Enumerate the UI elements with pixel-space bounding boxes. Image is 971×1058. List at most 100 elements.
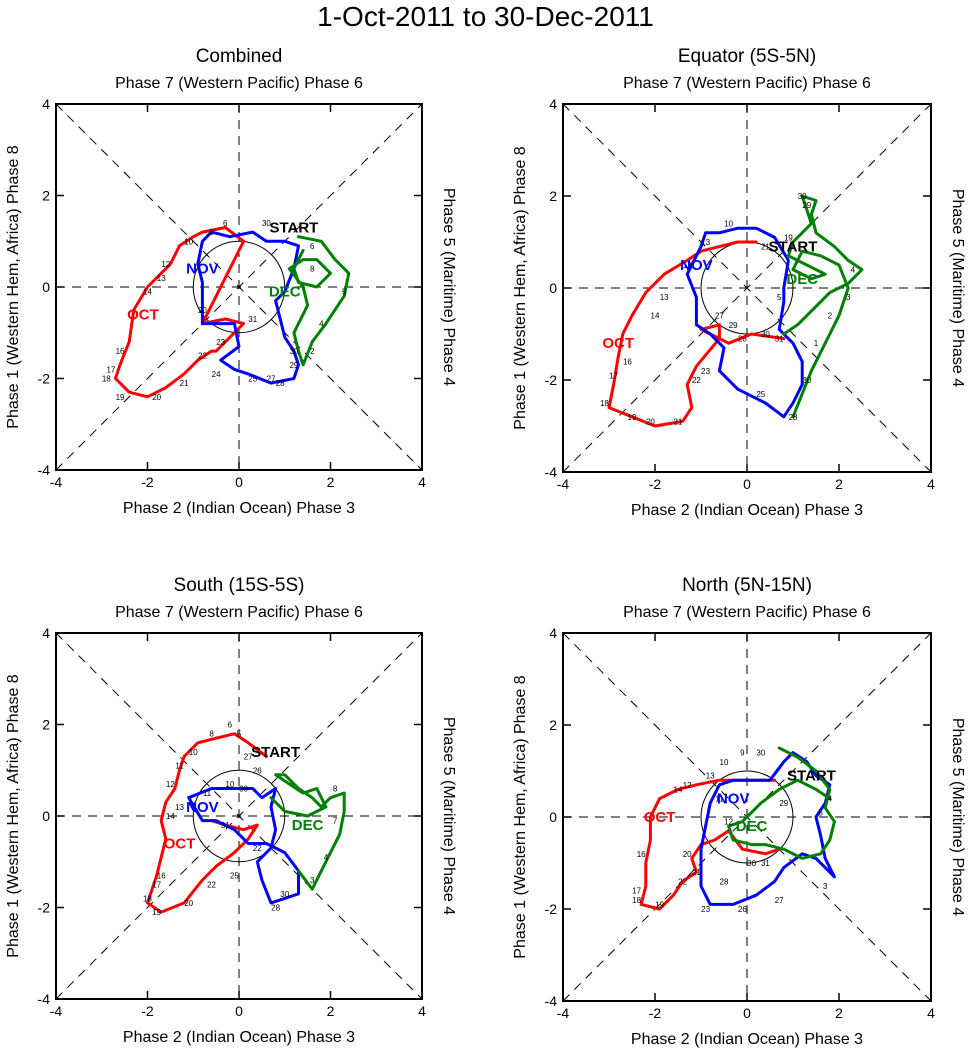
panel-title: South (15S-5S) [174,575,305,596]
x-tick-label: -2 [649,1005,662,1021]
day-label: 2 [828,312,833,321]
day-label: 14 [674,785,683,794]
y-tick-label: -4 [38,991,51,1007]
day-label: 17 [632,887,641,896]
unit-circle [192,240,286,334]
y-tick-label: -2 [38,900,51,916]
day-label: 13 [175,803,184,812]
right-axis-label: Phase 5 (Maritime) Phase 4 [949,189,966,387]
x-tick-label: 0 [235,1003,243,1019]
x-tick-label: 2 [835,1005,843,1021]
trajectory-nov [699,751,836,906]
x-tick-label: 4 [927,1005,935,1021]
day-label: 6 [228,721,233,730]
month-label-oct: OCT [602,335,634,352]
day-label: 26 [253,766,262,775]
y-tick-label: 2 [549,717,557,733]
day-label: 11 [175,762,184,771]
month-label-nov: NOV [186,261,219,278]
left-axis-label: Phase 1 (Western Hem, Africa) Phase 8 [512,675,529,958]
day-label: 24 [212,370,221,379]
phase-diagram-1: Equator (5S-5N) Phase 7 (Western Pacific)… [512,46,966,519]
day-label: 3 [823,882,828,891]
day-label: 11 [715,795,724,804]
day-label: 17 [106,365,115,374]
top-axis-label: Phase 7 (Western Pacific) Phase 6 [115,75,363,92]
month-label-start: START [251,744,300,761]
day-label: 4 [324,853,329,862]
day-label: 19 [116,393,125,402]
month-label-oct: OCT [127,306,159,323]
y-tick-label: 4 [549,625,557,641]
trajectory-nov [187,787,300,905]
day-label: 3 [310,876,315,885]
day-label: 10 [720,758,729,767]
x-tick-label: -2 [141,1003,154,1019]
day-label: 19 [152,908,161,917]
day-label: 6 [310,242,315,251]
y-tick-label: -4 [38,462,51,478]
day-label: 7 [333,817,338,826]
day-label: 25 [248,375,257,384]
day-label: 22 [207,881,216,890]
x-tick-label: 4 [418,1003,426,1019]
day-label: 4 [851,266,856,275]
y-tick-label: -4 [545,993,558,1009]
day-label: 30 [798,192,807,201]
trajectory-oct [146,732,268,914]
panel-title: Equator (5S-5N) [678,46,816,67]
trajectory-dec [727,746,836,860]
y-tick-label: 4 [549,96,557,112]
day-label: 29 [802,201,811,210]
y-tick-label: 0 [549,280,557,296]
month-label-start: START [769,239,818,256]
day-label: 22 [692,376,701,385]
day-label: 30 [289,347,298,356]
month-label-dec: DEC [736,818,768,835]
trajectory-dec [287,235,351,367]
day-label: 16 [157,871,166,880]
day-label: 25 [756,390,765,399]
bottom-axis-label: Phase 2 (Indian Ocean) Phase 3 [123,500,355,517]
day-label: 10 [189,748,198,757]
day-label: 21 [761,243,770,252]
phase-diagram-2: South (15S-5S) Phase 7 (Western Pacific) … [5,575,457,1046]
day-label: 10 [184,237,193,246]
day-label: 8 [310,265,315,274]
trajectory-oct [639,778,781,911]
day-label: 23 [216,338,225,347]
trajectory-oct [607,240,786,428]
x-tick-label: 0 [235,474,243,490]
unit-circle [700,770,794,864]
x-tick-label: -4 [557,476,570,492]
x-tick-label: 0 [743,476,751,492]
day-label: 22 [678,877,687,886]
trajectory-nov [196,230,300,385]
y-tick-label: -2 [545,372,558,388]
x-tick-label: -4 [50,474,63,490]
x-tick-label: -4 [557,1005,570,1021]
day-label: 21 [180,379,189,388]
day-label: 5 [777,293,782,302]
x-tick-label: 2 [327,1003,335,1019]
month-label-dec: DEC [292,817,324,834]
day-label: 19 [628,413,637,422]
day-label: 5 [818,808,823,817]
day-label: 17 [609,371,618,380]
y-tick-label: -2 [545,901,558,917]
day-label: 5 [237,730,242,739]
month-label-dec: DEC [269,284,301,301]
left-axis-label: Phase 1 (Western Hem, Africa) Phase 8 [5,145,22,428]
bottom-axis-label: Phase 2 (Indian Ocean) Phase 3 [631,1031,863,1048]
day-label: 23 [701,905,710,914]
day-label: 19 [655,900,664,909]
month-label-nov: NOV [717,791,750,808]
x-tick-label: -4 [50,1003,63,1019]
x-tick-label: 2 [835,476,843,492]
day-label: 12 [683,261,692,270]
day-label: 31 [761,859,770,868]
day-label: 18 [143,894,152,903]
day-label: 1 [814,339,819,348]
month-label-nov: NOV [186,799,219,816]
day-label: 27 [267,375,276,384]
